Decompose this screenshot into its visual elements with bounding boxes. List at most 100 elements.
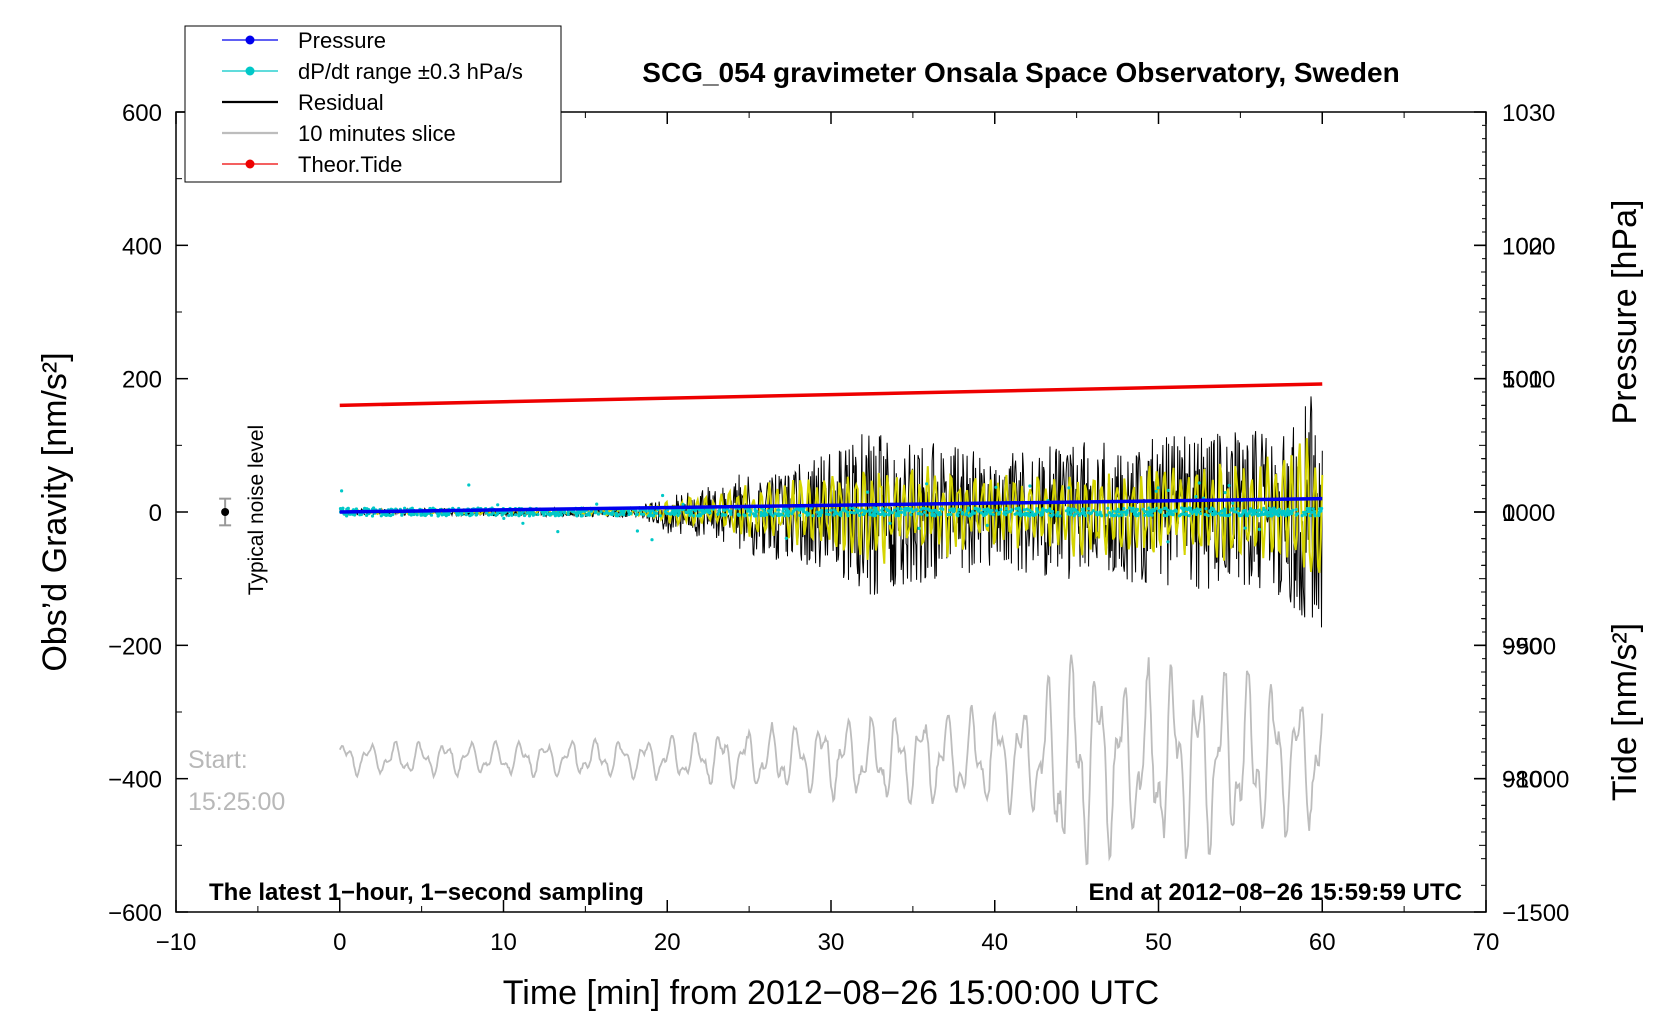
dpdt-point <box>681 502 685 506</box>
dpdt-point <box>456 513 460 517</box>
dpdt-point <box>467 483 471 487</box>
dpdt-point <box>701 508 705 512</box>
dpdt-point <box>517 514 521 518</box>
dpdt-point <box>1026 513 1030 517</box>
dpdt-point <box>783 514 787 518</box>
dpdt-point <box>340 489 344 493</box>
x-tick-label: 40 <box>981 929 1008 956</box>
dpdt-point <box>440 513 444 517</box>
dpdt-point <box>919 508 923 512</box>
dpdt-point <box>928 508 932 512</box>
dpdt-point <box>403 506 407 510</box>
dpdt-point <box>603 511 607 515</box>
dpdt-point <box>1244 511 1248 515</box>
dpdt-point <box>627 512 631 517</box>
dpdt-point <box>795 507 799 511</box>
dpdt-point <box>903 506 908 510</box>
dpdt-point <box>1003 510 1007 514</box>
dpdt-point <box>475 513 479 517</box>
dpdt-point <box>1108 511 1112 515</box>
left-tick-label: 200 <box>122 367 162 394</box>
dpdt-point <box>1166 488 1170 492</box>
dpdt-point <box>1169 509 1173 513</box>
dpdt-point <box>386 513 390 517</box>
dpdt-point <box>753 509 758 513</box>
dpdt-point <box>523 513 527 518</box>
dpdt-point <box>1259 513 1263 517</box>
dpdt-point <box>684 510 688 514</box>
dpdt-point <box>723 513 727 517</box>
dpdt-point <box>595 502 599 506</box>
left-tick-label: 600 <box>122 100 162 127</box>
dpdt-point <box>776 508 780 512</box>
dpdt-point <box>1204 507 1208 511</box>
dpdt-point <box>1307 509 1312 513</box>
legend-marker <box>245 159 255 169</box>
tide-tick-label: 0 <box>1502 500 1515 527</box>
dpdt-point <box>970 509 975 514</box>
dpdt-point <box>718 508 722 512</box>
dpdt-point <box>776 512 780 516</box>
dpdt-point <box>446 512 450 516</box>
dpdt-point <box>1232 510 1236 514</box>
dpdt-point <box>1041 507 1045 511</box>
dpdt-point <box>372 506 376 510</box>
dpdt-point <box>353 513 357 517</box>
dpdt-point <box>1122 506 1126 511</box>
dpdt-point <box>931 509 935 513</box>
dpdt-point <box>692 514 696 518</box>
dpdt-point <box>410 512 414 516</box>
legend-label: 10 minutes slice <box>298 121 456 146</box>
dpdt-point <box>917 512 922 516</box>
dpdt-point <box>1243 526 1247 530</box>
dpdt-point <box>389 513 393 518</box>
dpdt-point <box>999 507 1003 512</box>
dpdt-point <box>1210 507 1214 511</box>
dpdt-point <box>1086 511 1090 515</box>
dpdt-point <box>1116 507 1120 511</box>
dpdt-point <box>1028 484 1032 488</box>
dpdt-point <box>970 512 974 516</box>
dpdt-point <box>979 511 983 515</box>
dpdt-point <box>703 510 707 514</box>
dpdt-point <box>1285 511 1289 516</box>
dpdt-point <box>1022 508 1027 512</box>
dpdt-point <box>622 513 626 517</box>
dpdt-point <box>383 513 387 517</box>
dpdt-point <box>589 509 593 513</box>
dpdt-point <box>848 506 852 510</box>
dpdt-point <box>1308 514 1312 518</box>
dpdt-point <box>1154 506 1158 510</box>
dpdt-point <box>1091 509 1095 513</box>
dpdt-point <box>661 493 665 498</box>
dpdt-point <box>1305 507 1309 511</box>
dpdt-point <box>872 506 876 510</box>
dpdt-point <box>1285 509 1289 513</box>
dpdt-point <box>846 510 850 514</box>
dpdt-point <box>1304 510 1308 514</box>
dpdt-point <box>805 510 809 514</box>
dpdt-point <box>1004 513 1008 517</box>
dpdt-point <box>1125 511 1129 515</box>
dpdt-point <box>729 509 733 513</box>
dpdt-point <box>1086 507 1090 511</box>
dpdt-point <box>1317 513 1321 518</box>
x-tick-label: 30 <box>818 929 845 956</box>
dpdt-point <box>1028 508 1032 512</box>
dpdt-point <box>419 513 423 517</box>
dpdt-point <box>1289 510 1293 514</box>
dpdt-point <box>627 510 631 514</box>
dpdt-point <box>1319 508 1323 512</box>
dpdt-point <box>460 512 464 517</box>
dpdt-point <box>487 513 491 517</box>
dpdt-point <box>1206 513 1210 518</box>
dpdt-point <box>1272 506 1276 510</box>
dpdt-point <box>988 511 992 515</box>
dpdt-point <box>867 508 872 512</box>
dpdt-point <box>496 503 500 507</box>
dpdt-point <box>468 514 472 518</box>
dpdt-point <box>580 509 584 513</box>
dpdt-point <box>957 508 961 512</box>
dpdt-point <box>1223 509 1227 513</box>
dpdt-point <box>780 513 784 517</box>
